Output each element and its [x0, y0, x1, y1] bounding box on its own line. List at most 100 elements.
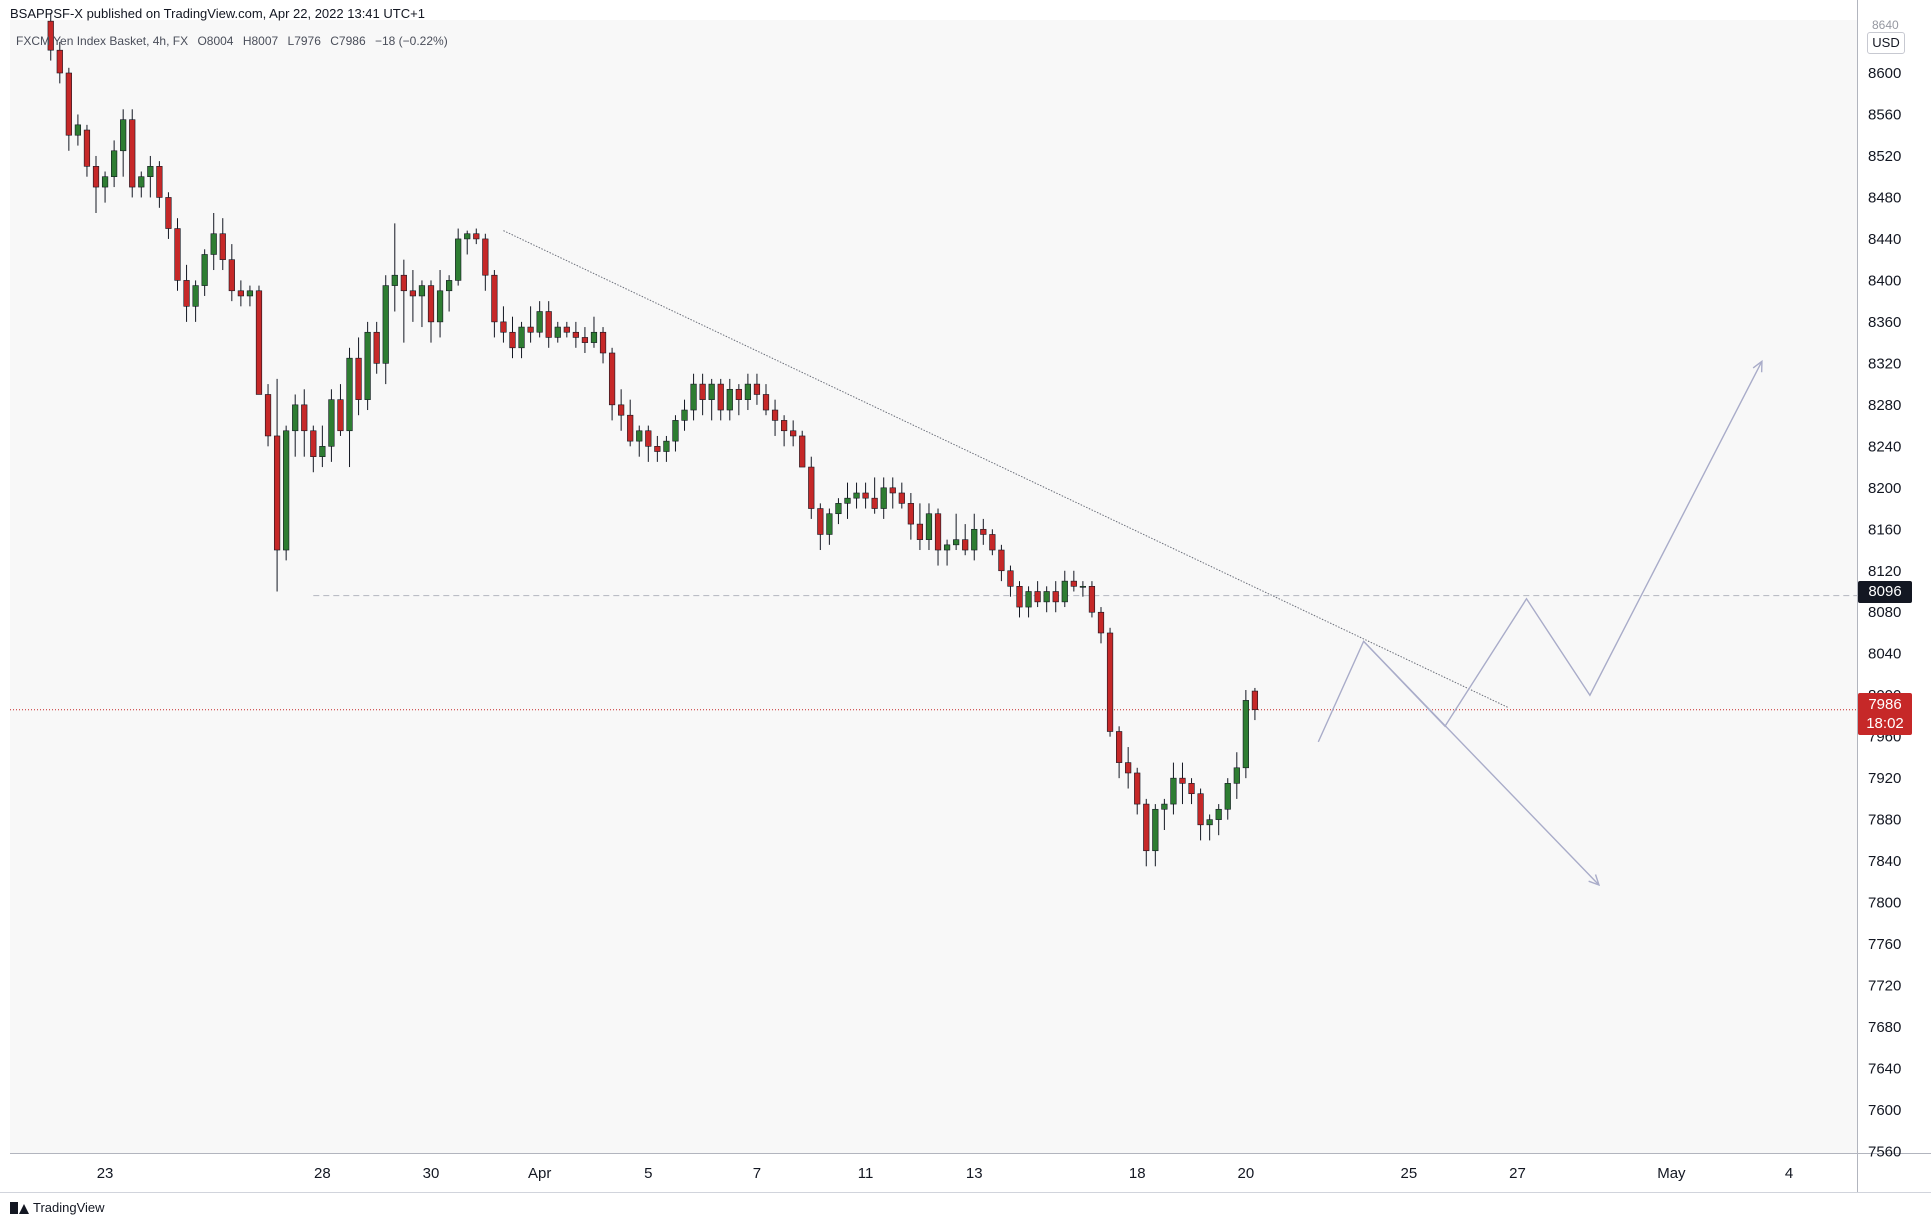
candle[interactable]	[1097, 607, 1105, 644]
candle[interactable]	[391, 223, 398, 312]
candle[interactable]	[436, 270, 444, 338]
candle[interactable]	[980, 518, 987, 545]
candle[interactable]	[835, 498, 842, 525]
candle[interactable]	[735, 384, 742, 416]
candle[interactable]	[1061, 570, 1068, 608]
candle[interactable]	[509, 316, 516, 359]
candle[interactable]	[219, 218, 226, 271]
candle[interactable]	[799, 430, 806, 468]
drawings[interactable]	[503, 230, 1763, 887]
candle[interactable]	[1088, 581, 1096, 618]
candle[interactable]	[74, 114, 82, 146]
candle[interactable]	[255, 285, 263, 395]
candle[interactable]	[545, 301, 552, 348]
candle[interactable]	[292, 394, 299, 457]
candle[interactable]	[346, 347, 353, 468]
candle[interactable]	[1125, 747, 1132, 789]
candle[interactable]	[319, 425, 326, 468]
candle[interactable]	[482, 233, 489, 291]
candle[interactable]	[237, 280, 244, 307]
candle[interactable]	[246, 285, 254, 307]
candle[interactable]	[418, 280, 426, 328]
candle[interactable]	[581, 327, 589, 353]
candle[interactable]	[916, 503, 924, 551]
candle[interactable]	[1206, 814, 1213, 841]
candle[interactable]	[636, 425, 643, 457]
candle[interactable]	[971, 513, 978, 561]
candle[interactable]	[1224, 778, 1231, 820]
candle[interactable]	[1007, 565, 1014, 597]
candle[interactable]	[1043, 586, 1050, 613]
candle[interactable]	[446, 275, 453, 312]
candle[interactable]	[192, 280, 199, 322]
candle[interactable]	[201, 249, 208, 296]
candle[interactable]	[907, 492, 914, 540]
candle[interactable]	[1134, 767, 1141, 815]
candle[interactable]	[165, 192, 172, 239]
candle[interactable]	[681, 399, 688, 431]
candle[interactable]	[111, 140, 118, 188]
candle[interactable]	[608, 347, 616, 421]
candle[interactable]	[925, 503, 933, 551]
candle[interactable]	[491, 270, 498, 338]
candle[interactable]	[962, 524, 969, 556]
candle[interactable]	[518, 321, 525, 359]
candle[interactable]	[618, 389, 625, 431]
candle[interactable]	[427, 280, 435, 343]
candle[interactable]	[853, 482, 860, 509]
candle[interactable]	[65, 67, 72, 151]
candle[interactable]	[1143, 798, 1150, 867]
candle[interactable]	[273, 378, 281, 592]
candle[interactable]	[364, 321, 371, 411]
candle[interactable]	[753, 373, 761, 405]
candle[interactable]	[590, 316, 598, 348]
candle[interactable]	[880, 477, 887, 519]
candle[interactable]	[536, 301, 543, 338]
candle[interactable]	[943, 539, 951, 566]
candle[interactable]	[382, 275, 389, 385]
candle[interactable]	[147, 155, 154, 198]
symbol-title[interactable]: FXCM Yen Index Basket, 4h, FX	[16, 34, 189, 48]
candle[interactable]	[174, 218, 181, 291]
candle[interactable]	[301, 389, 308, 457]
candle[interactable]	[1106, 627, 1114, 737]
time-axis[interactable]: 23 28 30 Apr 5 7 11 13 18 20 25 27 May 4	[97, 1165, 1794, 1182]
candle[interactable]	[726, 378, 733, 421]
candle[interactable]	[355, 337, 362, 416]
candle[interactable]	[310, 425, 317, 473]
candle[interactable]	[464, 230, 471, 255]
candle[interactable]	[1079, 581, 1086, 597]
candle[interactable]	[1115, 726, 1123, 779]
projection-path-down[interactable]	[1363, 640, 1600, 886]
candle[interactable]	[101, 171, 109, 203]
candle[interactable]	[1016, 581, 1023, 618]
candle[interactable]	[817, 503, 824, 551]
candle[interactable]	[1034, 581, 1041, 608]
candle[interactable]	[1070, 570, 1077, 592]
candle[interactable]	[844, 482, 851, 519]
candle[interactable]	[934, 508, 942, 566]
candle[interactable]	[663, 435, 670, 462]
candle[interactable]	[572, 321, 579, 348]
candle[interactable]	[373, 321, 380, 374]
candle[interactable]	[1152, 804, 1159, 867]
candle[interactable]	[1242, 690, 1249, 779]
candle[interactable]	[554, 321, 561, 343]
candle[interactable]	[898, 482, 905, 509]
candle[interactable]	[138, 171, 145, 198]
currency-button[interactable]: USD	[1867, 32, 1905, 54]
candle[interactable]	[473, 228, 480, 245]
candle[interactable]	[455, 228, 462, 286]
candle[interactable]	[1251, 687, 1259, 721]
candle[interactable]	[228, 244, 235, 302]
tradingview-logo[interactable]: TradingView	[10, 1200, 105, 1215]
candle[interactable]	[129, 109, 136, 198]
candle[interactable]	[337, 384, 344, 436]
descending-trendline[interactable]	[503, 230, 1509, 709]
candle[interactable]	[328, 389, 335, 462]
candle[interactable]	[563, 321, 570, 338]
candle[interactable]	[862, 482, 869, 509]
candle[interactable]	[83, 124, 91, 177]
candle[interactable]	[699, 373, 706, 416]
